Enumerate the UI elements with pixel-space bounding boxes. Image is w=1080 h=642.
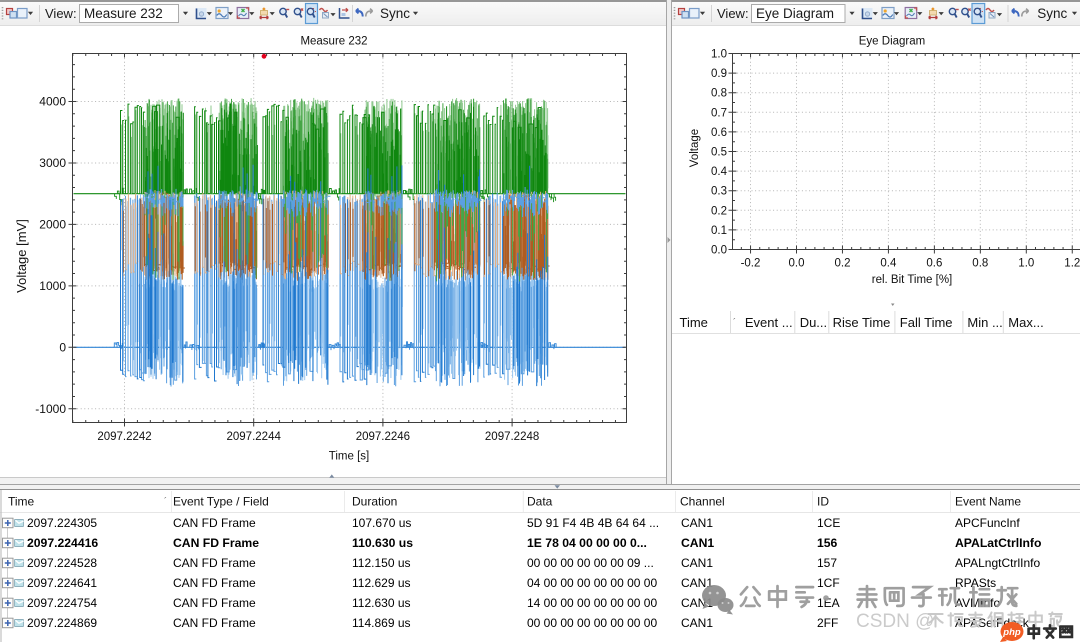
svg-text:CAN FD Frame: CAN FD Frame [173, 596, 256, 610]
svg-text:CAN1: CAN1 [681, 516, 713, 530]
svg-text:CAN FD Frame: CAN FD Frame [173, 576, 256, 590]
svg-text:0.2: 0.2 [711, 205, 727, 217]
svg-text:1EA: 1EA [817, 596, 840, 610]
svg-text:Measure 232: Measure 232 [84, 6, 163, 21]
svg-text:APALngtCtrlInfo: APALngtCtrlInfo [955, 556, 1040, 570]
svg-text:Sync: Sync [380, 6, 410, 21]
svg-text:114.869 us: 114.869 us [352, 616, 411, 630]
svg-text:1000: 1000 [39, 279, 66, 293]
svg-text:APALatCtrlInfo: APALatCtrlInfo [955, 536, 1041, 550]
svg-text:Event Type / Field: Event Type / Field [173, 495, 269, 509]
svg-text:CAN1: CAN1 [681, 616, 713, 630]
svg-text:0.8: 0.8 [972, 258, 988, 270]
svg-text:CAN1: CAN1 [681, 536, 714, 550]
svg-text:Time: Time [8, 495, 35, 509]
svg-text:2097.2244: 2097.2244 [227, 431, 282, 443]
svg-text:´: ´ [733, 317, 736, 327]
svg-text:RPASts: RPASts [955, 576, 996, 590]
svg-text:110.630 us: 110.630 us [352, 536, 413, 550]
svg-text:2000: 2000 [39, 218, 66, 232]
svg-text:04 00 00 00 00 00 00 00: 04 00 00 00 00 00 00 00 [527, 576, 657, 590]
svg-text:Event Name: Event Name [955, 495, 1021, 509]
svg-text:0: 0 [59, 341, 66, 355]
svg-text:2097.224416: 2097.224416 [27, 536, 98, 550]
svg-text:2097.2246: 2097.2246 [356, 431, 410, 443]
svg-text:CAN1: CAN1 [681, 576, 713, 590]
svg-text:CAN1: CAN1 [681, 556, 713, 570]
svg-text:Data: Data [527, 495, 553, 509]
svg-text:0.0: 0.0 [789, 258, 805, 270]
svg-text:112.630 us: 112.630 us [352, 596, 411, 610]
svg-text:´: ´ [164, 496, 167, 506]
svg-text:Min ...: Min ... [967, 315, 1002, 330]
svg-text:1.0: 1.0 [1018, 258, 1034, 270]
svg-text:0.6: 0.6 [926, 258, 942, 270]
svg-text:php: php [1002, 627, 1021, 638]
svg-text:00 00 00 00 00 00 00 00: 00 00 00 00 00 00 00 00 [527, 616, 657, 630]
svg-text:Sync: Sync [1037, 6, 1067, 21]
svg-text:5D 91 F4 4B 4B 64 64 ...: 5D 91 F4 4B 4B 64 64 ... [527, 516, 659, 530]
svg-text:0.0: 0.0 [711, 245, 727, 257]
svg-text:3000: 3000 [39, 156, 66, 170]
svg-text:112.150 us: 112.150 us [352, 556, 411, 570]
svg-text:-0.2: -0.2 [741, 258, 761, 270]
svg-text:View:: View: [717, 6, 749, 21]
svg-text:2097.2248: 2097.2248 [485, 431, 539, 443]
svg-text:0.1: 0.1 [711, 225, 727, 237]
svg-text:0.3: 0.3 [711, 186, 727, 198]
svg-text:2097.224528: 2097.224528 [27, 556, 97, 570]
svg-text:156: 156 [817, 536, 838, 550]
svg-text:Voltage [mV]: Voltage [mV] [14, 219, 29, 293]
svg-text:Event ...: Event ... [745, 315, 793, 330]
svg-text:AVMInfo: AVMInfo [955, 596, 1000, 610]
svg-text:1CF: 1CF [817, 576, 840, 590]
svg-text:CAN FD Frame: CAN FD Frame [173, 616, 256, 630]
svg-text:rel. Bit Time [%]: rel. Bit Time [%] [872, 274, 953, 286]
svg-text:00 00 00 00 00 00 09 ...: 00 00 00 00 00 00 09 ... [527, 556, 654, 570]
svg-text:112.629 us: 112.629 us [352, 576, 411, 590]
svg-text:1.0: 1.0 [711, 49, 727, 61]
svg-text:0.4: 0.4 [880, 258, 897, 270]
svg-text:1E 78 04 00 00 00 0...: 1E 78 04 00 00 00 0... [527, 536, 647, 550]
svg-text:Eye Diagram: Eye Diagram [859, 36, 925, 48]
svg-text:14 00 00 00 00 00 00 00: 14 00 00 00 00 00 00 00 [527, 596, 657, 610]
svg-text:CAN FD Frame: CAN FD Frame [173, 516, 256, 530]
svg-text:157: 157 [817, 556, 837, 570]
svg-text:Channel: Channel [680, 495, 725, 509]
svg-text:Time: Time [680, 315, 708, 330]
svg-text:Fall Time: Fall Time [900, 315, 953, 330]
svg-text:0.5: 0.5 [711, 147, 727, 159]
svg-text:2097.224869: 2097.224869 [27, 616, 97, 630]
svg-text:Max...: Max... [1008, 315, 1043, 330]
svg-text:Du...: Du... [800, 315, 827, 330]
svg-text:0.4: 0.4 [711, 166, 728, 178]
svg-text:Time [s]: Time [s] [329, 451, 369, 463]
svg-text:CAN FD Frame: CAN FD Frame [173, 536, 259, 550]
svg-text:2FF: 2FF [817, 616, 838, 630]
svg-text:0.7: 0.7 [711, 107, 727, 119]
svg-text:Duration: Duration [352, 495, 397, 509]
svg-text:2097.2242: 2097.2242 [97, 431, 151, 443]
svg-text:1.2: 1.2 [1064, 258, 1080, 270]
svg-text:0.6: 0.6 [711, 127, 727, 139]
svg-text:APCFuncInf: APCFuncInf [955, 516, 1020, 530]
svg-text:107.670 us: 107.670 us [352, 516, 411, 530]
svg-text:2097.224754: 2097.224754 [27, 596, 97, 610]
svg-text:4000: 4000 [39, 95, 66, 109]
svg-text:Eye Diagram: Eye Diagram [756, 6, 834, 21]
svg-text:0.2: 0.2 [835, 258, 851, 270]
svg-text:Measure 232: Measure 232 [300, 36, 367, 48]
svg-text:ID: ID [817, 495, 829, 509]
svg-text:View:: View: [45, 6, 77, 21]
svg-text:-1000: -1000 [35, 402, 66, 416]
svg-text:1CE: 1CE [817, 516, 840, 530]
svg-text:0.8: 0.8 [711, 88, 727, 100]
svg-text:0.9: 0.9 [711, 68, 727, 80]
svg-text:CSDN @: CSDN @ [856, 611, 934, 632]
svg-text:2097.224641: 2097.224641 [27, 576, 97, 590]
svg-text:2097.224305: 2097.224305 [27, 516, 97, 530]
svg-text:CAN FD Frame: CAN FD Frame [173, 556, 256, 570]
svg-text:Voltage: Voltage [689, 129, 701, 167]
svg-text:Rise Time: Rise Time [833, 315, 891, 330]
